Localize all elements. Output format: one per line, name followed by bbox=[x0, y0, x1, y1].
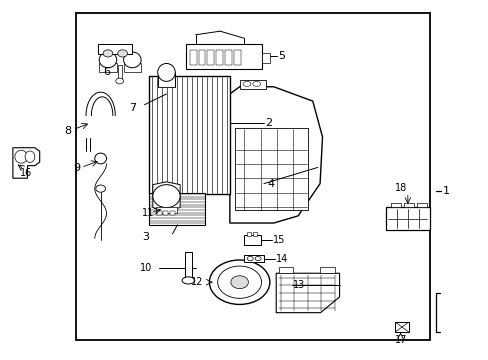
Polygon shape bbox=[210, 87, 322, 223]
Ellipse shape bbox=[103, 50, 113, 57]
Bar bbox=[416, 203, 426, 207]
Ellipse shape bbox=[153, 185, 180, 208]
Ellipse shape bbox=[255, 256, 261, 261]
Polygon shape bbox=[153, 182, 180, 211]
Ellipse shape bbox=[217, 266, 261, 298]
Ellipse shape bbox=[123, 52, 141, 68]
Bar bbox=[207, 50, 214, 65]
Bar bbox=[246, 232, 250, 236]
Bar bbox=[390, 203, 400, 207]
Bar bbox=[118, 65, 122, 80]
Text: 11: 11 bbox=[142, 208, 154, 218]
Bar bbox=[244, 235, 260, 245]
Ellipse shape bbox=[116, 78, 123, 84]
Ellipse shape bbox=[247, 256, 253, 261]
Text: 5: 5 bbox=[278, 51, 285, 61]
Bar bbox=[394, 321, 408, 332]
Ellipse shape bbox=[158, 63, 175, 81]
Text: 15: 15 bbox=[272, 235, 285, 245]
Bar bbox=[216, 50, 223, 65]
Ellipse shape bbox=[230, 276, 248, 289]
Text: 8: 8 bbox=[64, 126, 71, 135]
Ellipse shape bbox=[25, 151, 35, 162]
Bar bbox=[149, 193, 205, 225]
Bar bbox=[239, 80, 266, 89]
Bar bbox=[403, 203, 413, 207]
Text: 13: 13 bbox=[293, 280, 305, 290]
Bar bbox=[156, 207, 177, 213]
Text: 3: 3 bbox=[142, 232, 149, 242]
Text: 1: 1 bbox=[442, 186, 449, 196]
Bar bbox=[189, 50, 196, 65]
Text: 6: 6 bbox=[103, 67, 110, 77]
Bar bbox=[278, 267, 293, 273]
Text: 7: 7 bbox=[129, 103, 136, 113]
Ellipse shape bbox=[99, 52, 117, 68]
Bar bbox=[163, 211, 167, 215]
Bar bbox=[261, 53, 270, 63]
Text: 18: 18 bbox=[394, 183, 406, 193]
Bar bbox=[233, 50, 240, 65]
Polygon shape bbox=[276, 273, 339, 313]
Bar bbox=[244, 255, 264, 262]
Text: 2: 2 bbox=[264, 118, 271, 128]
Bar bbox=[320, 267, 334, 273]
Bar bbox=[76, 13, 429, 339]
Ellipse shape bbox=[182, 277, 194, 284]
Text: 14: 14 bbox=[276, 253, 288, 264]
Bar bbox=[198, 50, 205, 65]
Bar bbox=[169, 211, 174, 215]
Bar bbox=[98, 44, 132, 54]
Text: 10: 10 bbox=[139, 263, 152, 273]
Bar bbox=[385, 207, 429, 230]
Text: 12: 12 bbox=[190, 277, 203, 287]
Text: 17: 17 bbox=[394, 334, 406, 345]
Text: 9: 9 bbox=[73, 163, 80, 173]
Ellipse shape bbox=[95, 153, 106, 164]
Ellipse shape bbox=[118, 50, 127, 57]
Bar bbox=[123, 63, 141, 72]
Ellipse shape bbox=[96, 185, 105, 192]
Ellipse shape bbox=[243, 81, 250, 86]
Text: 16: 16 bbox=[20, 168, 32, 178]
Bar bbox=[185, 44, 261, 69]
Ellipse shape bbox=[15, 150, 27, 163]
Bar bbox=[99, 63, 117, 72]
Bar bbox=[253, 232, 257, 236]
Ellipse shape bbox=[252, 81, 260, 86]
Polygon shape bbox=[13, 148, 40, 178]
Bar bbox=[157, 211, 161, 215]
Bar bbox=[184, 252, 191, 280]
Ellipse shape bbox=[209, 260, 269, 305]
Text: 4: 4 bbox=[267, 179, 274, 189]
Bar bbox=[149, 76, 229, 194]
Bar bbox=[158, 72, 175, 87]
Bar bbox=[224, 50, 231, 65]
Bar bbox=[234, 128, 307, 211]
